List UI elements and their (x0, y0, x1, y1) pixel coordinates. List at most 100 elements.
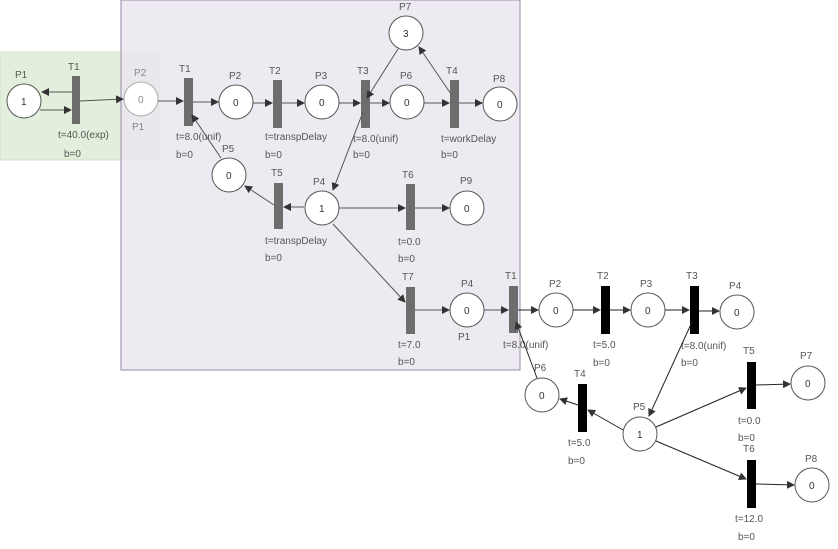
arc (366, 48, 399, 99)
net-b-t3-timing: t=8.0(unif) (353, 134, 398, 145)
net-c-t1-label: T1 (505, 271, 517, 282)
net-b-t5-b: b=0 (265, 253, 282, 264)
net-b-t2-label: T2 (269, 66, 281, 77)
net-c-t5-transition[interactable] (747, 362, 756, 409)
net-b-t6-timing: t=0.0 (398, 237, 421, 248)
net-c-t1-timing: t=8.0(unif) (503, 340, 548, 351)
net-c-p5-label: P5 (633, 402, 646, 413)
arc (648, 321, 693, 417)
net-b-p9-label: P9 (460, 176, 473, 187)
net-b-t6-b: b=0 (398, 254, 415, 265)
net-b-t2-transition[interactable] (273, 80, 282, 128)
net-c-p8-label: P8 (805, 454, 818, 465)
net-c-t6-b: b=0 (738, 532, 755, 543)
arc (244, 185, 275, 206)
net-c-t2-transition[interactable] (601, 286, 610, 334)
net-c-t3-transition[interactable] (690, 286, 699, 334)
net-b-p7-place[interactable] (388, 15, 424, 51)
arc (332, 223, 406, 303)
net-b-t7-timing: t=7.0 (398, 340, 421, 351)
net-a-t1-label: T1 (68, 62, 80, 73)
net-b-t4-b: b=0 (441, 150, 458, 161)
net-b-t3-label: T3 (357, 66, 369, 77)
net-b-p5-place[interactable] (211, 157, 247, 193)
net-b-t5-transition[interactable] (274, 183, 283, 229)
net-b-t3-b: b=0 (353, 150, 370, 161)
arc (331, 111, 364, 191)
net-c-p8-place[interactable] (794, 467, 830, 503)
net-c-t5-b: b=0 (738, 433, 755, 444)
net-b-p4-label: P4 (313, 177, 326, 188)
net-b-p9-place[interactable] (449, 190, 485, 226)
net-b-p4-tokens: 1 (319, 204, 325, 215)
net-b-t3-transition[interactable] (361, 80, 370, 128)
net-c-t5-label: T5 (743, 346, 755, 357)
net-c-p7-place[interactable] (790, 365, 826, 401)
net-c-t4-transition[interactable] (578, 384, 587, 432)
net-c-t3-timing: t=8.0(unif) (681, 341, 726, 352)
net-b-p6-place[interactable] (389, 84, 425, 120)
net-c-p7-tokens: 0 (805, 379, 811, 390)
net-b-p2b-tokens: 0 (233, 98, 239, 109)
net-b-t5-timing: t=transpDelay (265, 236, 327, 247)
net-c-p2-tokens: 0 (553, 306, 559, 317)
arc (418, 46, 452, 95)
net-a-p1-place[interactable] (6, 83, 42, 119)
net-b-t6-transition[interactable] (406, 184, 415, 230)
net-c-t6-transition[interactable] (747, 460, 756, 508)
net-b-t7-label: T7 (402, 272, 414, 283)
net-b-t7-transition[interactable] (406, 287, 415, 334)
net-b-t1-transition[interactable] (184, 78, 193, 126)
net-c-t6-label: T6 (743, 444, 755, 455)
net-b-p8-tokens: 0 (497, 100, 503, 111)
net-b-p3-place[interactable] (304, 84, 340, 120)
net-b-t2-b: b=0 (265, 150, 282, 161)
arc (79, 95, 124, 104)
net-b-t4-transition[interactable] (450, 80, 459, 128)
net-b-t1-label: T1 (179, 64, 191, 75)
net-c-t2-b: b=0 (593, 358, 610, 369)
net-b-p5-label: P5 (222, 144, 235, 155)
arc (191, 114, 222, 159)
net-c-p4-tokens: 0 (734, 308, 740, 319)
net-c-t2-timing: t=5.0 (593, 340, 616, 351)
net-b-p7-tokens: 3 (403, 29, 409, 40)
net-c-t1-transition[interactable] (509, 286, 518, 333)
net-b-p2-alias: P1 (132, 122, 145, 133)
net-b-t1-b: b=0 (176, 150, 193, 161)
net-b-p4b-tokens: 0 (464, 306, 470, 317)
net-b-p2-tokens: 0 (138, 95, 144, 106)
net-c-t6-timing: t=12.0 (735, 514, 764, 525)
arc (514, 321, 538, 379)
net-c-p6-place[interactable] (524, 377, 560, 413)
net-b-t7-b: b=0 (398, 357, 415, 368)
arc (755, 380, 791, 389)
net-b: P2 0 P1 T1 t=8.0(unif) b=0 P2 0 T2 t=tra… (123, 2, 518, 368)
net-b-p8-place[interactable] (482, 86, 518, 122)
net-b-p2b-place[interactable] (218, 84, 254, 120)
net-c-p7-label: P7 (800, 351, 813, 362)
net-b-p6-label: P6 (400, 71, 413, 82)
net-b-p2b-label: P2 (229, 71, 242, 82)
net-c-p6-tokens: 0 (539, 391, 545, 402)
net-b-p2-place[interactable] (123, 81, 159, 117)
arc (559, 397, 579, 406)
net-c-p4-place[interactable] (719, 294, 755, 330)
net-a-p1-label: P1 (15, 70, 28, 81)
net-c-t2-label: T2 (597, 271, 609, 282)
net-b-t4-timing: t=workDelay (441, 134, 496, 145)
net-b-p9-tokens: 0 (464, 204, 470, 215)
net-c-t4-label: T4 (574, 369, 586, 380)
arc (655, 440, 747, 480)
net-b-p2-label: P2 (134, 68, 147, 79)
net-c-p5-place[interactable] (622, 416, 658, 452)
net-a-t1-timing: t=40.0(exp) (58, 130, 109, 141)
net-b-p7-label: P7 (399, 2, 412, 13)
net-b-p8-label: P8 (493, 74, 506, 85)
net-c-t4-b: b=0 (568, 456, 585, 467)
net-a-t1-transition[interactable] (72, 76, 80, 124)
net-b-p5-tokens: 0 (226, 171, 232, 182)
arc (755, 480, 795, 489)
net-b-t1-timing: t=8.0(unif) (176, 132, 221, 143)
